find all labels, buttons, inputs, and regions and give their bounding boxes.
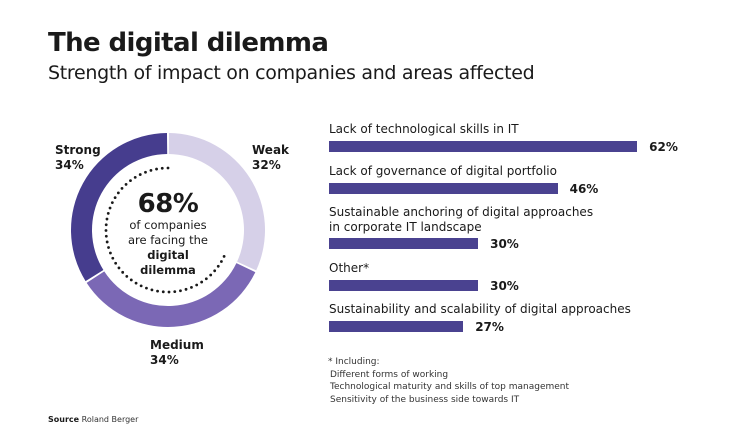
- highlight-dot: [105, 240, 109, 244]
- highlight-dot: [209, 273, 213, 277]
- bar-value-0: 62%: [649, 140, 678, 154]
- chart-subtitle: Strength of impact on companies and area…: [48, 62, 535, 84]
- bar-label-3: Other*: [329, 261, 369, 276]
- highlight-dot: [129, 179, 132, 183]
- bar-label-4-line-1: Sustainability and scalability of digita…: [329, 302, 631, 316]
- highlight-dot: [120, 187, 124, 190]
- highlight-dot: [138, 173, 142, 176]
- highlight-dot: [133, 175, 137, 179]
- footnote: * Including: Different forms of working …: [328, 356, 569, 406]
- highlight-dot: [108, 206, 112, 210]
- highlight-dot: [173, 290, 177, 294]
- highlight-dot: [184, 287, 188, 291]
- highlight-dot: [155, 167, 158, 171]
- donut-label-medium-name: Medium: [150, 338, 204, 352]
- highlight-dot: [116, 191, 120, 195]
- highlight-dot: [144, 170, 147, 174]
- highlight-dot: [104, 229, 108, 232]
- center-big-value: 68%: [137, 189, 199, 219]
- highlight-dot: [179, 289, 182, 293]
- donut-label-medium-value: 34%: [150, 353, 179, 367]
- donut-label-strong-value: 34%: [55, 158, 84, 172]
- highlight-dot: [200, 280, 204, 284]
- highlight-dot: [129, 278, 133, 282]
- source-label: Source: [48, 415, 80, 424]
- center-text-line-2: are facing the: [128, 233, 208, 247]
- donut-center-annotation: 68% of companies are facing the digital …: [108, 190, 228, 278]
- highlight-dot: [109, 251, 112, 255]
- footnote-item: Sensitivity of the business side towards…: [330, 394, 520, 405]
- donut-label-strong-name: Strong: [55, 143, 101, 157]
- bar-4: [329, 321, 464, 332]
- center-text-line-3: digital: [147, 248, 189, 262]
- bar-3: [329, 280, 479, 291]
- bar-label-1: Lack of governance of digital portfolio: [329, 164, 557, 179]
- highlight-dot: [104, 223, 108, 227]
- highlight-dot: [114, 261, 118, 265]
- highlight-dot: [107, 246, 110, 249]
- highlight-dot: [113, 196, 117, 200]
- bar-label-0-line-1: Lack of technological skills in IT: [329, 122, 519, 136]
- highlight-dot: [105, 217, 109, 221]
- center-text-line-4: dilemma: [140, 263, 196, 277]
- bar-label-4: Sustainability and scalability of digita…: [329, 302, 631, 317]
- highlight-dot: [134, 281, 138, 285]
- bar-value-2: 30%: [490, 237, 519, 251]
- donut-label-strong: Strong 34%: [55, 143, 101, 173]
- source-text: Roland Berger: [81, 415, 139, 424]
- bar-label-2-line-1: Sustainable anchoring of digital approac…: [329, 205, 594, 219]
- bar-value-4: 27%: [475, 320, 504, 334]
- highlight-dot: [156, 289, 159, 293]
- donut-segment-weak: [168, 133, 265, 271]
- highlight-dot: [166, 166, 170, 170]
- footnote-heading: * Including:: [328, 357, 380, 367]
- footnote-item: Different forms of working: [330, 369, 449, 380]
- donut-label-medium: Medium 34%: [150, 338, 204, 368]
- highlight-dot: [160, 166, 164, 170]
- highlight-dot: [149, 168, 153, 172]
- donut-label-weak-name: Weak: [252, 143, 290, 157]
- highlight-dot: [125, 274, 129, 278]
- highlight-dot: [139, 284, 143, 288]
- chart-title: The digital dilemma: [48, 28, 329, 58]
- highlight-dot: [106, 212, 110, 215]
- bar-label-1-line-1: Lack of governance of digital portfolio: [329, 164, 557, 178]
- highlight-dot: [117, 266, 121, 270]
- footnote-item: Technological maturity and skills of top…: [330, 382, 570, 392]
- highlight-dot: [124, 182, 128, 186]
- bar-2: [329, 238, 479, 249]
- donut-segment-strong: [71, 133, 168, 282]
- highlight-dot: [220, 260, 223, 263]
- donut-label-weak-value: 32%: [252, 158, 281, 172]
- donut-label-weak: Weak 32%: [252, 143, 289, 173]
- highlight-dot: [161, 290, 165, 294]
- highlight-dot: [216, 264, 220, 268]
- highlight-dot: [110, 201, 114, 205]
- bar-1: [329, 183, 558, 194]
- highlight-dot: [204, 277, 208, 281]
- donut-segment-medium: [86, 263, 256, 327]
- highlight-dot: [145, 286, 148, 290]
- highlight-dot: [104, 234, 108, 238]
- center-text-line-1: of companies: [129, 218, 207, 232]
- highlight-dot: [213, 269, 217, 273]
- source-note: Source Roland Berger: [48, 415, 138, 424]
- bar-value-3: 30%: [490, 279, 519, 293]
- highlight-dot: [222, 254, 226, 258]
- bar-label-3-line-1: Other*: [329, 261, 370, 275]
- bar-label-2-line-2: in corporate IT landscape: [329, 220, 482, 234]
- bar-value-1: 46%: [569, 182, 599, 196]
- highlight-dot: [167, 290, 171, 294]
- bar-0: [329, 141, 638, 152]
- highlight-dot: [150, 288, 154, 292]
- highlight-dot: [121, 270, 125, 274]
- highlight-dot: [190, 285, 193, 289]
- bar-label-2: Sustainable anchoring of digital approac…: [329, 205, 593, 235]
- bar-label-0: Lack of technological skills in IT: [329, 122, 519, 137]
- highlight-dot: [111, 256, 115, 260]
- highlight-dot: [195, 283, 199, 287]
